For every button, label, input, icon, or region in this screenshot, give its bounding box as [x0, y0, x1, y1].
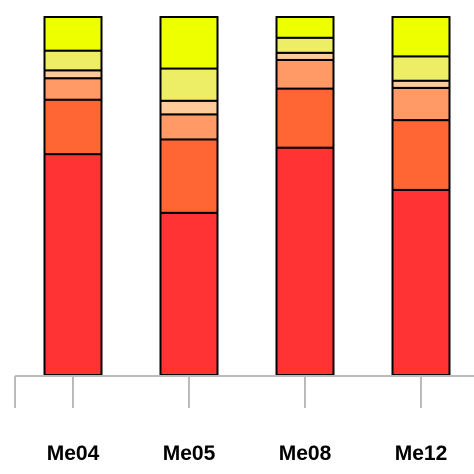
bars [43, 16, 451, 376]
bar-segment-me12-3 [391, 86, 451, 122]
bar-segment-me12-5 [391, 55, 451, 82]
bar-segment-me08-2 [275, 87, 335, 149]
bar-segment-me08-6 [275, 16, 335, 39]
x-tick-labels: Me04 Me05 Me08 Me12 [47, 442, 448, 465]
bar-segment-me12-1 [391, 188, 451, 376]
bar-segment-me05-3 [159, 113, 219, 141]
bar-segment-me12-6 [391, 16, 451, 58]
x-tick-label: Me12 [395, 442, 448, 465]
bar-segment-me04-5 [43, 49, 103, 72]
bar-segment-me04-2 [43, 98, 103, 156]
bar-segment-me04-4 [43, 69, 103, 80]
bar-segment-me04-1 [43, 153, 103, 376]
bar-segment-me04-6 [43, 16, 103, 52]
bar-segment-me08-3 [275, 58, 335, 90]
bar-segment-me05-6 [159, 16, 219, 70]
bar-segment-me05-1 [159, 211, 219, 376]
bar-segment-me05-2 [159, 138, 219, 214]
bar-segment-me08-1 [275, 146, 335, 376]
bar-segment-me04-3 [43, 77, 103, 101]
bar-segment-me05-5 [159, 67, 219, 102]
x-tick-label: Me05 [163, 442, 216, 465]
bar-segment-me08-5 [275, 36, 335, 54]
bar-segment-me08-4 [275, 51, 335, 61]
x-axis [14, 375, 474, 408]
bar-segment-me05-4 [159, 99, 219, 116]
x-tick-label: Me04 [47, 442, 100, 465]
bar-segment-me12-2 [391, 119, 451, 191]
bar-segment-me12-4 [391, 79, 451, 89]
x-tick-label: Me08 [279, 442, 332, 465]
